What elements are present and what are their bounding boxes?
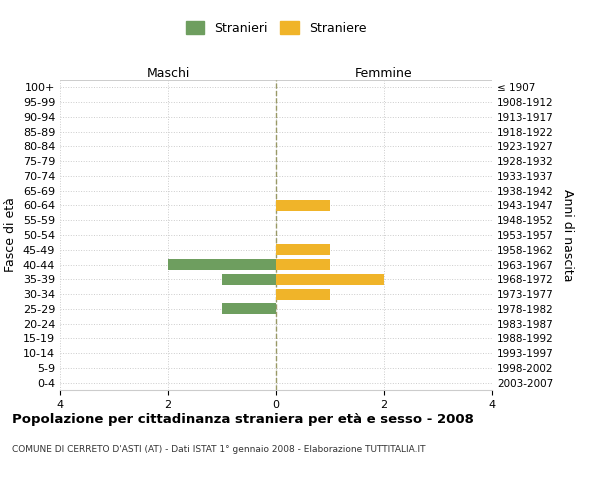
Bar xyxy=(276,288,330,300)
Text: Femmine: Femmine xyxy=(355,67,413,80)
Bar xyxy=(222,304,276,314)
Bar xyxy=(222,274,276,285)
Text: COMUNE DI CERRETO D'ASTI (AT) - Dati ISTAT 1° gennaio 2008 - Elaborazione TUTTIT: COMUNE DI CERRETO D'ASTI (AT) - Dati IST… xyxy=(12,445,425,454)
Text: Popolazione per cittadinanza straniera per età e sesso - 2008: Popolazione per cittadinanza straniera p… xyxy=(12,412,474,426)
Y-axis label: Anni di nascita: Anni di nascita xyxy=(560,188,574,281)
Y-axis label: Fasce di età: Fasce di età xyxy=(4,198,17,272)
Bar xyxy=(276,244,330,256)
Text: Maschi: Maschi xyxy=(146,67,190,80)
Legend: Stranieri, Straniere: Stranieri, Straniere xyxy=(181,16,371,40)
Bar xyxy=(276,274,384,285)
Bar xyxy=(276,200,330,211)
Bar xyxy=(276,259,330,270)
Bar xyxy=(168,259,276,270)
